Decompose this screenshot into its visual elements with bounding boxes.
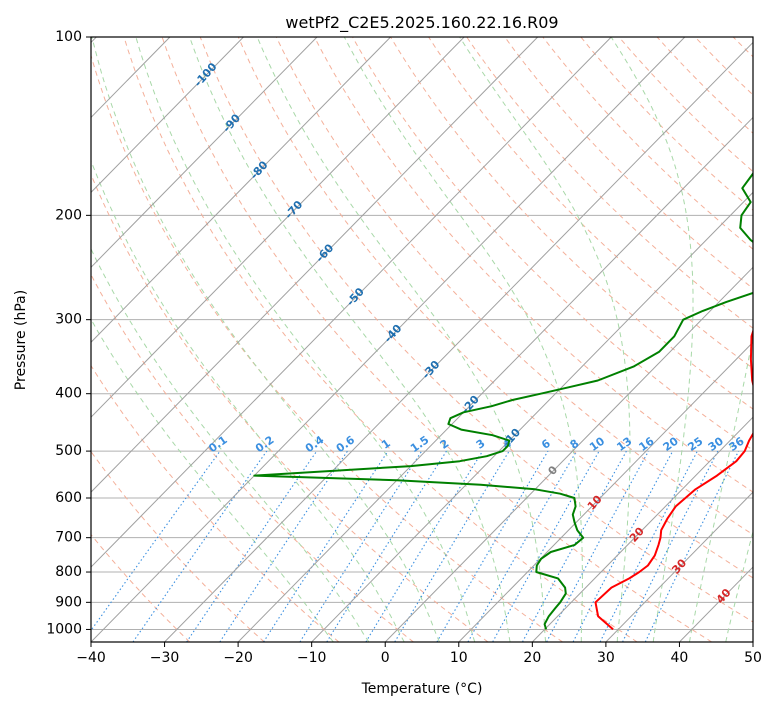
y-tick-label: 600: [55, 490, 82, 506]
moist-adiabat: [256, 37, 547, 642]
mixing-ratio-line: [299, 450, 423, 642]
x-tick-label: 30: [597, 650, 615, 666]
plot-frame: [90, 36, 754, 643]
x-tick-label: 10: [450, 650, 468, 666]
x-tick-label: −30: [150, 650, 180, 666]
dry-adiabat: [428, 37, 753, 369]
moist-adiabat: [459, 37, 631, 642]
isotherm: [311, 191, 753, 642]
dry-adiabat: [91, 53, 563, 642]
y-tick-label: 300: [55, 312, 82, 328]
dewpoint-trace: [253, 172, 753, 630]
x-axis-ticks: −40 −30 −20 −10 0 10 20 30 40 50: [76, 642, 762, 666]
isotherm: [458, 341, 753, 642]
y-tick-label: 1000: [46, 621, 82, 637]
isotherm: [237, 116, 753, 642]
y-tick-label: 200: [55, 207, 82, 223]
mixing-ratio-line: [622, 450, 719, 642]
x-tick-label: −40: [76, 650, 106, 666]
x-tick-label: 50: [744, 650, 762, 666]
x-axis-label: Temperature (°C): [361, 681, 483, 697]
dry-adiabat: [123, 37, 638, 642]
temperature-trace: [594, 328, 753, 631]
dry-adiabat: [352, 37, 753, 451]
isotherm: [91, 37, 686, 642]
mixing-ratio-line: [522, 450, 627, 642]
x-tick-label: 20: [523, 650, 541, 666]
x-tick-label: 40: [671, 650, 689, 666]
dry-adiabat: [466, 37, 753, 329]
mixing-ratio-line: [91, 450, 221, 632]
dry-adiabats: [91, 37, 753, 642]
y-tick-label: 400: [55, 386, 82, 402]
dry-adiabat: [275, 37, 753, 536]
isotherm: [91, 37, 539, 493]
isotherm: [91, 37, 465, 418]
isotherm: [91, 37, 391, 343]
y-tick-label: 900: [55, 594, 82, 610]
mixing-ratio-line: [263, 450, 389, 642]
dry-adiabat: [313, 37, 753, 493]
y-axis-label: Pressure (hPa): [13, 290, 29, 390]
y-tick-label: 700: [55, 530, 82, 546]
moist-adiabat: [91, 37, 440, 642]
x-tick-label: 0: [381, 650, 390, 666]
moist-adiabat: [91, 318, 334, 642]
mixing-ratio-line: [219, 450, 348, 642]
dry-adiabat: [91, 364, 340, 642]
pressure-gridlines: [91, 37, 753, 630]
mixing-ratio-line: [467, 450, 577, 642]
mixing-ratio-line: [546, 450, 649, 642]
y-tick-label: 100: [55, 29, 82, 45]
y-axis-ticks: 100 200 300 400 500 600 700 800 900 1000: [46, 29, 91, 637]
isotherm: [91, 37, 318, 269]
moist-adiabat: [135, 37, 476, 642]
y-tick-label: 500: [55, 443, 82, 459]
y-tick-label: 800: [55, 564, 82, 580]
isotherm: [91, 37, 244, 194]
isotherm: [605, 491, 753, 642]
isotherm: [531, 416, 753, 642]
x-tick-label: −10: [297, 650, 327, 666]
isotherms: [91, 37, 753, 642]
isotherm: [91, 37, 612, 568]
mixing-ratio-line: [186, 450, 318, 642]
dry-adiabat: [91, 273, 414, 642]
isotherm: [164, 41, 753, 642]
sounding-traces: [253, 172, 753, 631]
plot-area: -100-90-80-70-60-50-40-30-20-10010203040…: [91, 37, 753, 642]
moist-adiabat: [91, 159, 405, 642]
mixing-ratio-line: [599, 450, 698, 642]
mixing-ratio-line: [365, 450, 484, 642]
isotherm: [384, 266, 753, 642]
chart-title: wetPf2_C2E5.2025.160.22.16.R09: [285, 13, 558, 33]
moist-adiabat: [610, 37, 694, 642]
x-tick-label: −20: [223, 650, 253, 666]
